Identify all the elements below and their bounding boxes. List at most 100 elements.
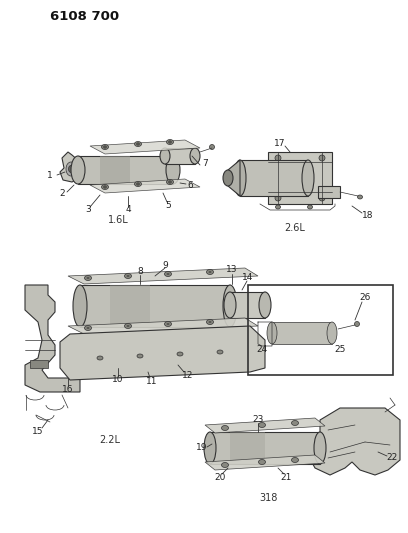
- Text: 14: 14: [242, 273, 254, 282]
- Ellipse shape: [164, 271, 171, 277]
- Ellipse shape: [102, 184, 109, 190]
- Text: 15: 15: [32, 427, 44, 437]
- Ellipse shape: [206, 319, 213, 325]
- Ellipse shape: [126, 275, 129, 277]
- Ellipse shape: [84, 326, 91, 330]
- Text: 2.6L: 2.6L: [284, 223, 306, 233]
- Text: 18: 18: [362, 211, 374, 220]
- Bar: [318, 186, 340, 198]
- Ellipse shape: [124, 273, 131, 279]
- Ellipse shape: [355, 321, 359, 327]
- Ellipse shape: [166, 273, 169, 275]
- Ellipse shape: [84, 276, 91, 280]
- Bar: [240, 160, 308, 196]
- Text: 25: 25: [334, 345, 346, 354]
- Text: 5: 5: [165, 200, 171, 209]
- Ellipse shape: [224, 292, 236, 318]
- Ellipse shape: [291, 421, 299, 425]
- Ellipse shape: [166, 140, 173, 144]
- Text: 17: 17: [274, 139, 286, 148]
- Ellipse shape: [204, 432, 216, 464]
- Ellipse shape: [259, 423, 266, 427]
- Bar: [110, 285, 150, 327]
- Text: 6108 700: 6108 700: [50, 10, 119, 22]
- Ellipse shape: [275, 195, 281, 201]
- Ellipse shape: [164, 321, 171, 327]
- Ellipse shape: [166, 323, 169, 325]
- Bar: [100, 156, 130, 184]
- Ellipse shape: [275, 205, 281, 209]
- Polygon shape: [205, 455, 325, 470]
- Text: 2.2L: 2.2L: [100, 435, 120, 445]
- Polygon shape: [68, 268, 258, 284]
- Ellipse shape: [206, 270, 213, 274]
- Text: 12: 12: [182, 370, 194, 379]
- Ellipse shape: [73, 285, 87, 327]
- Text: 16: 16: [62, 385, 74, 394]
- Ellipse shape: [86, 327, 89, 329]
- Ellipse shape: [314, 432, 326, 464]
- Ellipse shape: [208, 271, 211, 273]
- Ellipse shape: [327, 322, 337, 344]
- Ellipse shape: [308, 205, 313, 209]
- Text: 1: 1: [47, 171, 53, 180]
- Ellipse shape: [319, 155, 325, 161]
- Ellipse shape: [234, 160, 246, 196]
- Text: 318: 318: [259, 493, 277, 503]
- Text: 22: 22: [386, 454, 398, 463]
- Polygon shape: [90, 179, 200, 193]
- Text: 8: 8: [137, 268, 143, 277]
- Ellipse shape: [209, 144, 215, 149]
- Ellipse shape: [291, 457, 299, 463]
- Ellipse shape: [126, 325, 129, 327]
- Ellipse shape: [137, 183, 140, 185]
- Bar: [78, 156, 173, 184]
- Bar: [272, 322, 332, 344]
- Text: 4: 4: [125, 206, 131, 214]
- Text: 9: 9: [162, 261, 168, 270]
- Polygon shape: [228, 160, 240, 196]
- Text: 23: 23: [252, 416, 264, 424]
- Ellipse shape: [223, 170, 233, 186]
- Ellipse shape: [275, 155, 281, 161]
- Bar: [268, 152, 332, 204]
- Ellipse shape: [102, 144, 109, 149]
- Text: 20: 20: [214, 473, 226, 482]
- Ellipse shape: [135, 182, 142, 187]
- Bar: [165, 148, 195, 164]
- Polygon shape: [90, 140, 200, 154]
- Bar: [30, 360, 48, 368]
- Ellipse shape: [222, 425, 228, 431]
- Text: 11: 11: [146, 377, 158, 386]
- Text: 13: 13: [226, 265, 238, 274]
- Polygon shape: [68, 318, 258, 334]
- Ellipse shape: [104, 185, 106, 188]
- Polygon shape: [205, 418, 325, 433]
- Ellipse shape: [137, 143, 140, 146]
- Ellipse shape: [97, 356, 103, 360]
- Ellipse shape: [302, 160, 314, 196]
- Bar: [248, 285, 393, 375]
- Ellipse shape: [357, 195, 362, 199]
- Ellipse shape: [104, 146, 106, 148]
- Bar: [80, 285, 230, 327]
- Ellipse shape: [319, 195, 325, 201]
- Ellipse shape: [222, 463, 228, 467]
- Ellipse shape: [166, 156, 180, 184]
- Ellipse shape: [223, 285, 237, 327]
- Ellipse shape: [177, 352, 183, 356]
- Bar: [230, 432, 265, 464]
- Ellipse shape: [190, 148, 200, 164]
- Polygon shape: [25, 285, 80, 392]
- Ellipse shape: [160, 148, 170, 164]
- Ellipse shape: [259, 459, 266, 464]
- Bar: [210, 432, 320, 464]
- Text: 26: 26: [359, 294, 371, 303]
- Text: 1.6L: 1.6L: [108, 215, 129, 225]
- Bar: [230, 292, 265, 318]
- Ellipse shape: [169, 181, 171, 183]
- Text: 10: 10: [112, 376, 124, 384]
- Ellipse shape: [217, 350, 223, 354]
- Polygon shape: [60, 152, 80, 182]
- Text: 19: 19: [196, 443, 208, 453]
